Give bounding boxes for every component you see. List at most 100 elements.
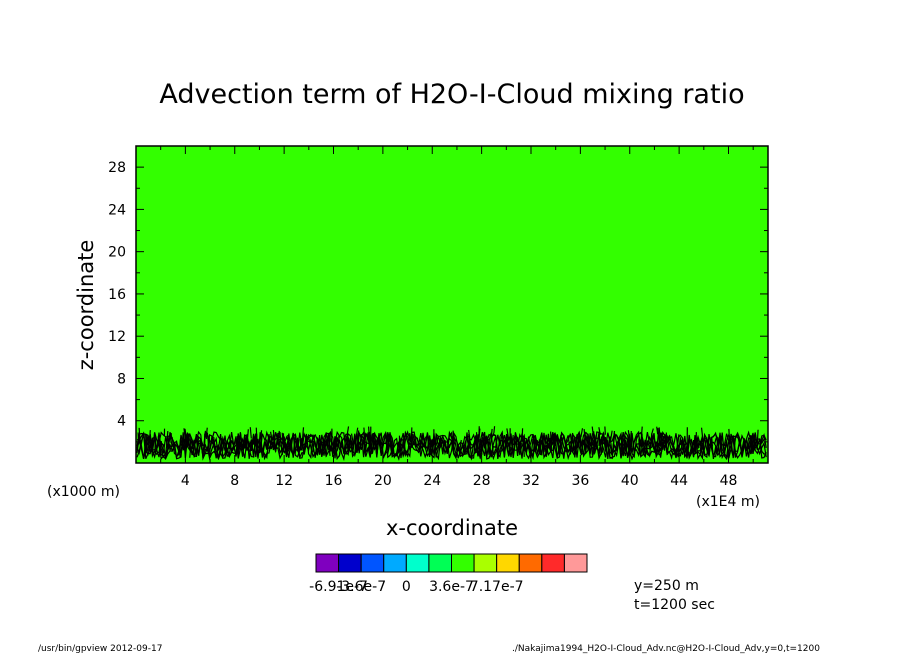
contour-segment [749, 436, 753, 454]
contour-segment [695, 432, 697, 452]
contour-lines [136, 426, 767, 462]
x-unit-note: (x1E4 m) [696, 494, 760, 510]
contour-segment [591, 426, 595, 439]
contour-segment [208, 435, 211, 447]
contour-segment [419, 439, 422, 452]
footer-right: ./Nakajima1994_H2O-I-Cloud_Adv.nc@H2O-I-… [512, 644, 820, 654]
x-axis-label: x-coordinate [386, 516, 518, 540]
contour-segment [753, 436, 757, 444]
colorbar: -6.91e-7-3.6e-7 0 3.6e-77.17e-7 [309, 553, 588, 595]
contour-segment [756, 429, 759, 450]
contour-segment [148, 430, 151, 443]
contour-segment [583, 429, 587, 447]
colorbar-swatch [518, 553, 543, 573]
contour-segment [693, 434, 696, 446]
contour-segment [598, 427, 601, 435]
y-tick-label: 16 [108, 287, 126, 303]
colorbar-swatch [473, 553, 498, 573]
x-axis-ticks: 4 8 12 16 20 24 28 32 36 40 44 48 [160, 146, 754, 489]
x-scale-note: (x1000 m) [47, 484, 120, 500]
contour-segment [514, 437, 518, 446]
contour-segment [468, 429, 472, 444]
y-tick-label: 12 [108, 329, 126, 345]
contour-segment [480, 439, 483, 455]
contour-segment [657, 428, 661, 447]
contour-segment [753, 437, 755, 451]
colorbar-swatch [563, 553, 588, 573]
contour-segment [506, 428, 510, 441]
x-tick-label: 20 [374, 473, 392, 489]
contour-segment [193, 438, 197, 454]
x-tick-label: 32 [522, 473, 540, 489]
contour-segment [650, 428, 654, 435]
x-tick-label: 4 [181, 473, 190, 489]
contour-segment [656, 426, 659, 435]
x-tick-label: 44 [670, 473, 688, 489]
contour-segment [458, 439, 462, 454]
slice-info-y: y=250 m [634, 578, 699, 594]
contour-segment [213, 437, 217, 455]
contour-segment [272, 430, 276, 447]
contour-segment [368, 431, 371, 451]
x-tick-label: 36 [571, 473, 589, 489]
y-axis-ticks: 4 8 12 16 20 24 28 [108, 160, 768, 443]
y-tick-label: 4 [117, 414, 126, 430]
y-tick-label: 24 [108, 202, 126, 218]
x-tick-label: 40 [621, 473, 639, 489]
contour-segment [593, 439, 596, 447]
contour-segment [270, 431, 273, 446]
colorbar-swatch [405, 553, 430, 573]
contour-segment [612, 430, 616, 450]
x-tick-label: 12 [275, 473, 293, 489]
contour-segment [640, 426, 643, 447]
colorbar-label: 7.17e-7 [470, 579, 524, 595]
contour-segment [277, 433, 281, 447]
contour-segment [189, 437, 192, 458]
contour-segment [312, 435, 316, 453]
colorbar-label: -6.91e-7 [309, 579, 368, 595]
chart-title: Advection term of H2O-I-Cloud mixing rat… [159, 79, 744, 110]
contour-segment [265, 439, 268, 448]
colorbar-swatch [451, 553, 475, 573]
contour-segment [328, 434, 331, 443]
footer-left: /usr/bin/gpview 2012-09-17 [38, 644, 162, 654]
contour-segment [237, 433, 241, 451]
contour-segment [620, 437, 624, 451]
contour-segment [521, 428, 524, 442]
contour-segment [468, 434, 471, 448]
contour-segment [493, 426, 496, 434]
contour-segment [627, 436, 630, 454]
contour-segment [196, 434, 199, 447]
contour-segment [356, 430, 360, 450]
contour-segment [676, 434, 680, 452]
x-tick-label: 8 [230, 473, 239, 489]
y-tick-label: 20 [108, 245, 126, 261]
contour-segment [411, 433, 414, 444]
colorbar-swatch [360, 553, 385, 573]
contour-segment [600, 436, 604, 453]
contour-segment [700, 427, 704, 441]
contour-segment [733, 437, 736, 452]
contour-segment [218, 437, 223, 453]
x-tick-label: 16 [325, 473, 343, 489]
contour-segment [523, 438, 525, 457]
contour-segment [490, 428, 493, 440]
contour-segment [275, 433, 279, 443]
contour-segment [375, 439, 378, 454]
plot-area-fill [136, 146, 768, 463]
contour-segment [538, 439, 541, 456]
contour-segment [166, 439, 170, 457]
contour-segment [371, 432, 375, 441]
contour-segment [205, 427, 208, 438]
contour-segment [728, 428, 731, 442]
contour-segment [327, 436, 331, 456]
y-tick-label: 8 [117, 371, 126, 387]
contour-segment [287, 434, 290, 446]
contour-segment [301, 427, 305, 446]
slice-info-t: t=1200 sec [634, 597, 715, 613]
contour-segment [299, 439, 302, 451]
contour-segment [478, 428, 481, 442]
contour-segment [580, 428, 584, 438]
contour-segment [363, 427, 366, 438]
